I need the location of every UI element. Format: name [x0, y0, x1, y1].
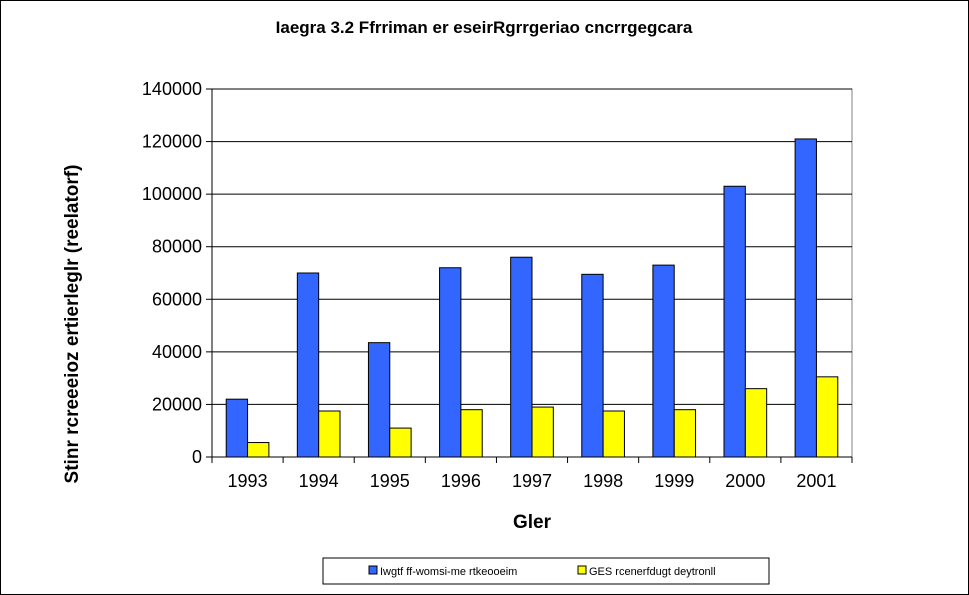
- legend: Iwgtf ff-womsi-me rtkeooeim GES rcenerfd…: [322, 557, 770, 585]
- bar-series-2-1999: [673, 409, 697, 458]
- bar-series-1-1998: [581, 273, 604, 458]
- legend-swatch-series-2: [577, 565, 587, 575]
- axes: [206, 88, 853, 463]
- bar-series-1-1994: [296, 272, 320, 458]
- x-tick-label-1998: 1998: [583, 471, 623, 491]
- y-tick-labels: 0 20000 40000 60000 80000 100000 120000 140000: [142, 79, 202, 467]
- legend-label-series-1: Iwgtf ff-womsi-me rtkeooeim: [380, 566, 517, 578]
- x-tick-label-2000: 2000: [725, 471, 765, 491]
- bar-series-2-1993: [247, 442, 270, 458]
- bar-series-1-1997: [510, 256, 533, 458]
- chart-title: Iaegra 3.2 Ffrriman er eseirRgrrgeriao c…: [276, 18, 693, 37]
- bar-series-2-1994: [318, 410, 341, 458]
- bar-series-2-1997: [531, 406, 554, 458]
- y-tick-label: 100000: [142, 184, 202, 204]
- bar-series-2-1998: [602, 410, 625, 458]
- y-tick-label: 140000: [142, 79, 202, 99]
- y-tick-label: 20000: [152, 394, 202, 414]
- bar-series-1-2001: [794, 138, 817, 458]
- y-tick-label: 0: [192, 447, 202, 467]
- bars: [225, 138, 839, 458]
- y-tick-label: 60000: [152, 289, 202, 309]
- y-axis-title: Stinr rcreeeioz ertierleglr (reelatorf): [62, 165, 83, 484]
- legend-label-series-2: GES rcenerfdugt deytronll: [589, 566, 716, 578]
- bar-series-2-2000: [744, 388, 768, 458]
- x-tick-label-1996: 1996: [441, 471, 481, 491]
- x-axis-title: Gler: [513, 512, 552, 533]
- bar-series-1-2000: [723, 185, 746, 458]
- x-tick-label-1995: 1995: [370, 471, 410, 491]
- legend-swatch-series-1: [368, 565, 378, 575]
- x-tick-label-1993: 1993: [228, 471, 268, 491]
- x-tick-label-1997: 1997: [512, 471, 552, 491]
- x-tick-label-2001: 2001: [796, 471, 836, 491]
- bar-series-1-1996: [439, 267, 462, 458]
- bar-series-2-2001: [815, 376, 839, 458]
- bar-series-2-1996: [460, 409, 483, 458]
- legend-box: [322, 557, 770, 585]
- bar-series-1-1999: [652, 264, 675, 458]
- x-tick-label-1994: 1994: [299, 471, 339, 491]
- bar-series-2-1995: [389, 427, 412, 458]
- y-tick-label: 40000: [152, 342, 202, 362]
- bar-series-1-1993: [225, 398, 249, 458]
- bar-series-1-1995: [367, 342, 391, 458]
- x-tick-labels: 1993 1994 1995 1996 1997 1998 1999 2000 2001: [228, 471, 837, 491]
- y-tick-label: 120000: [142, 132, 202, 152]
- y-tick-label: 80000: [152, 237, 202, 257]
- x-tick-label-1999: 1999: [654, 471, 694, 491]
